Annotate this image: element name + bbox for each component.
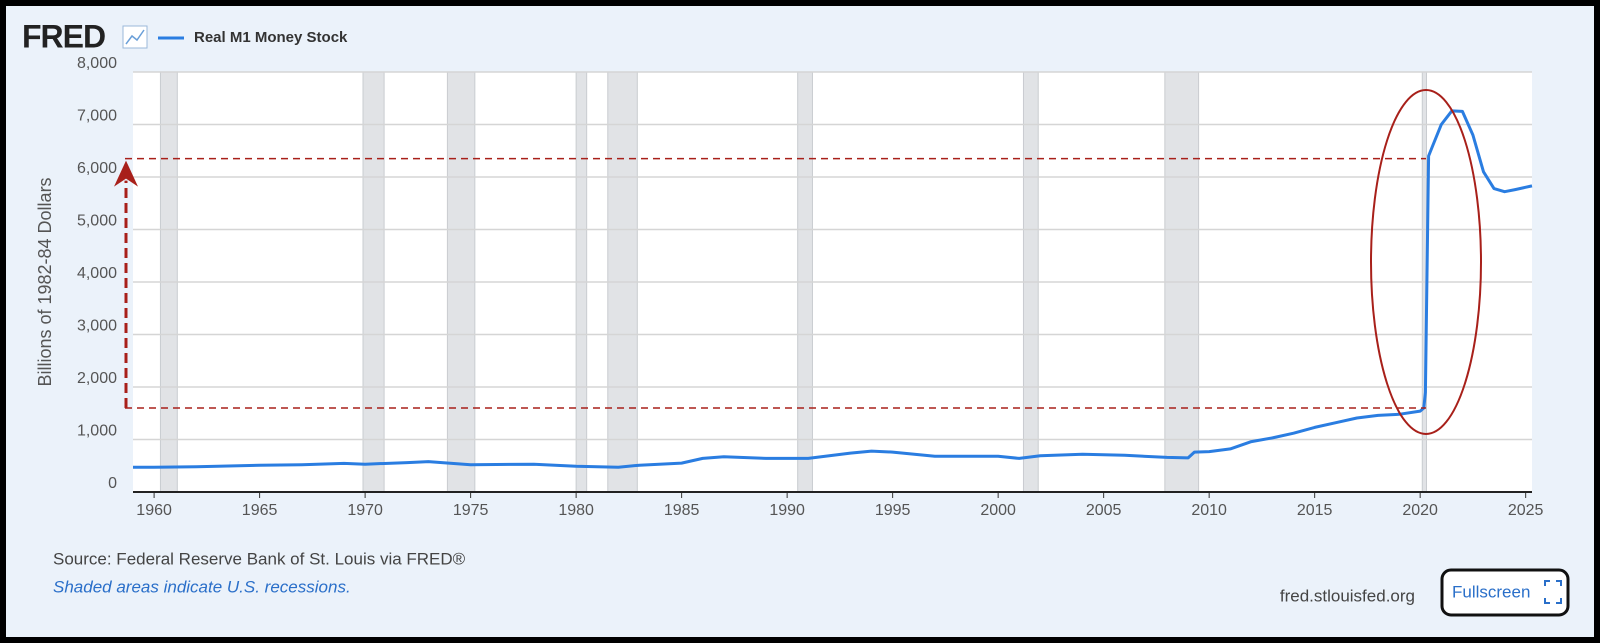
x-tick-label: 1970 [347, 502, 383, 519]
note: Shaded areas indicate U.S. recessions. [53, 577, 351, 596]
logo: FRED [22, 18, 105, 54]
y-tick-label: 3,000 [77, 318, 117, 335]
arrow-head [114, 160, 138, 187]
x-tick-label: 2025 [1508, 502, 1544, 519]
logo-icon [122, 25, 148, 49]
fullscreen-button[interactable] [1440, 568, 1570, 617]
y-tick-label: 5,000 [77, 213, 117, 230]
logo-icon-line [125, 29, 145, 45]
y-tick-label: 6,000 [77, 160, 117, 177]
x-tick-label: 1995 [875, 502, 911, 519]
fullscreen-icon[interactable] [1544, 580, 1562, 604]
y-axis-label: Billions of 1982-84 Dollars [35, 177, 55, 386]
x-tick-label: 1990 [769, 502, 805, 519]
x-tick-label: 2015 [1297, 502, 1333, 519]
legend-label: Real M1 Money Stock [194, 29, 348, 46]
x-tick-label: 1985 [664, 502, 700, 519]
x-tick-label: 2020 [1402, 502, 1438, 519]
y-tick-label: 1,000 [77, 423, 117, 440]
source: Source: Federal Reserve Bank of St. Loui… [53, 549, 466, 568]
x-tick-label: 2000 [980, 502, 1016, 519]
highlight-ellipse [1370, 89, 1482, 435]
x-tick-label: 2005 [1086, 502, 1122, 519]
y-tick-label: 8,000 [77, 55, 117, 72]
x-tick-label: 2010 [1191, 502, 1227, 519]
x-tick-label: 1975 [453, 502, 489, 519]
series-line [133, 109, 1533, 469]
y-tick-label: 2,000 [77, 370, 117, 387]
x-tick-label: 1980 [558, 502, 594, 519]
x-tick-label: 1965 [242, 502, 278, 519]
site: fred.stlouisfed.org [1280, 586, 1415, 605]
y-tick-label: 0 [108, 475, 117, 492]
y-tick-label: 7,000 [77, 108, 117, 125]
x-tick-label: 1960 [136, 502, 172, 519]
fullscreen-label[interactable]: Fullscreen [1452, 582, 1530, 601]
y-tick-label: 4,000 [77, 265, 117, 282]
